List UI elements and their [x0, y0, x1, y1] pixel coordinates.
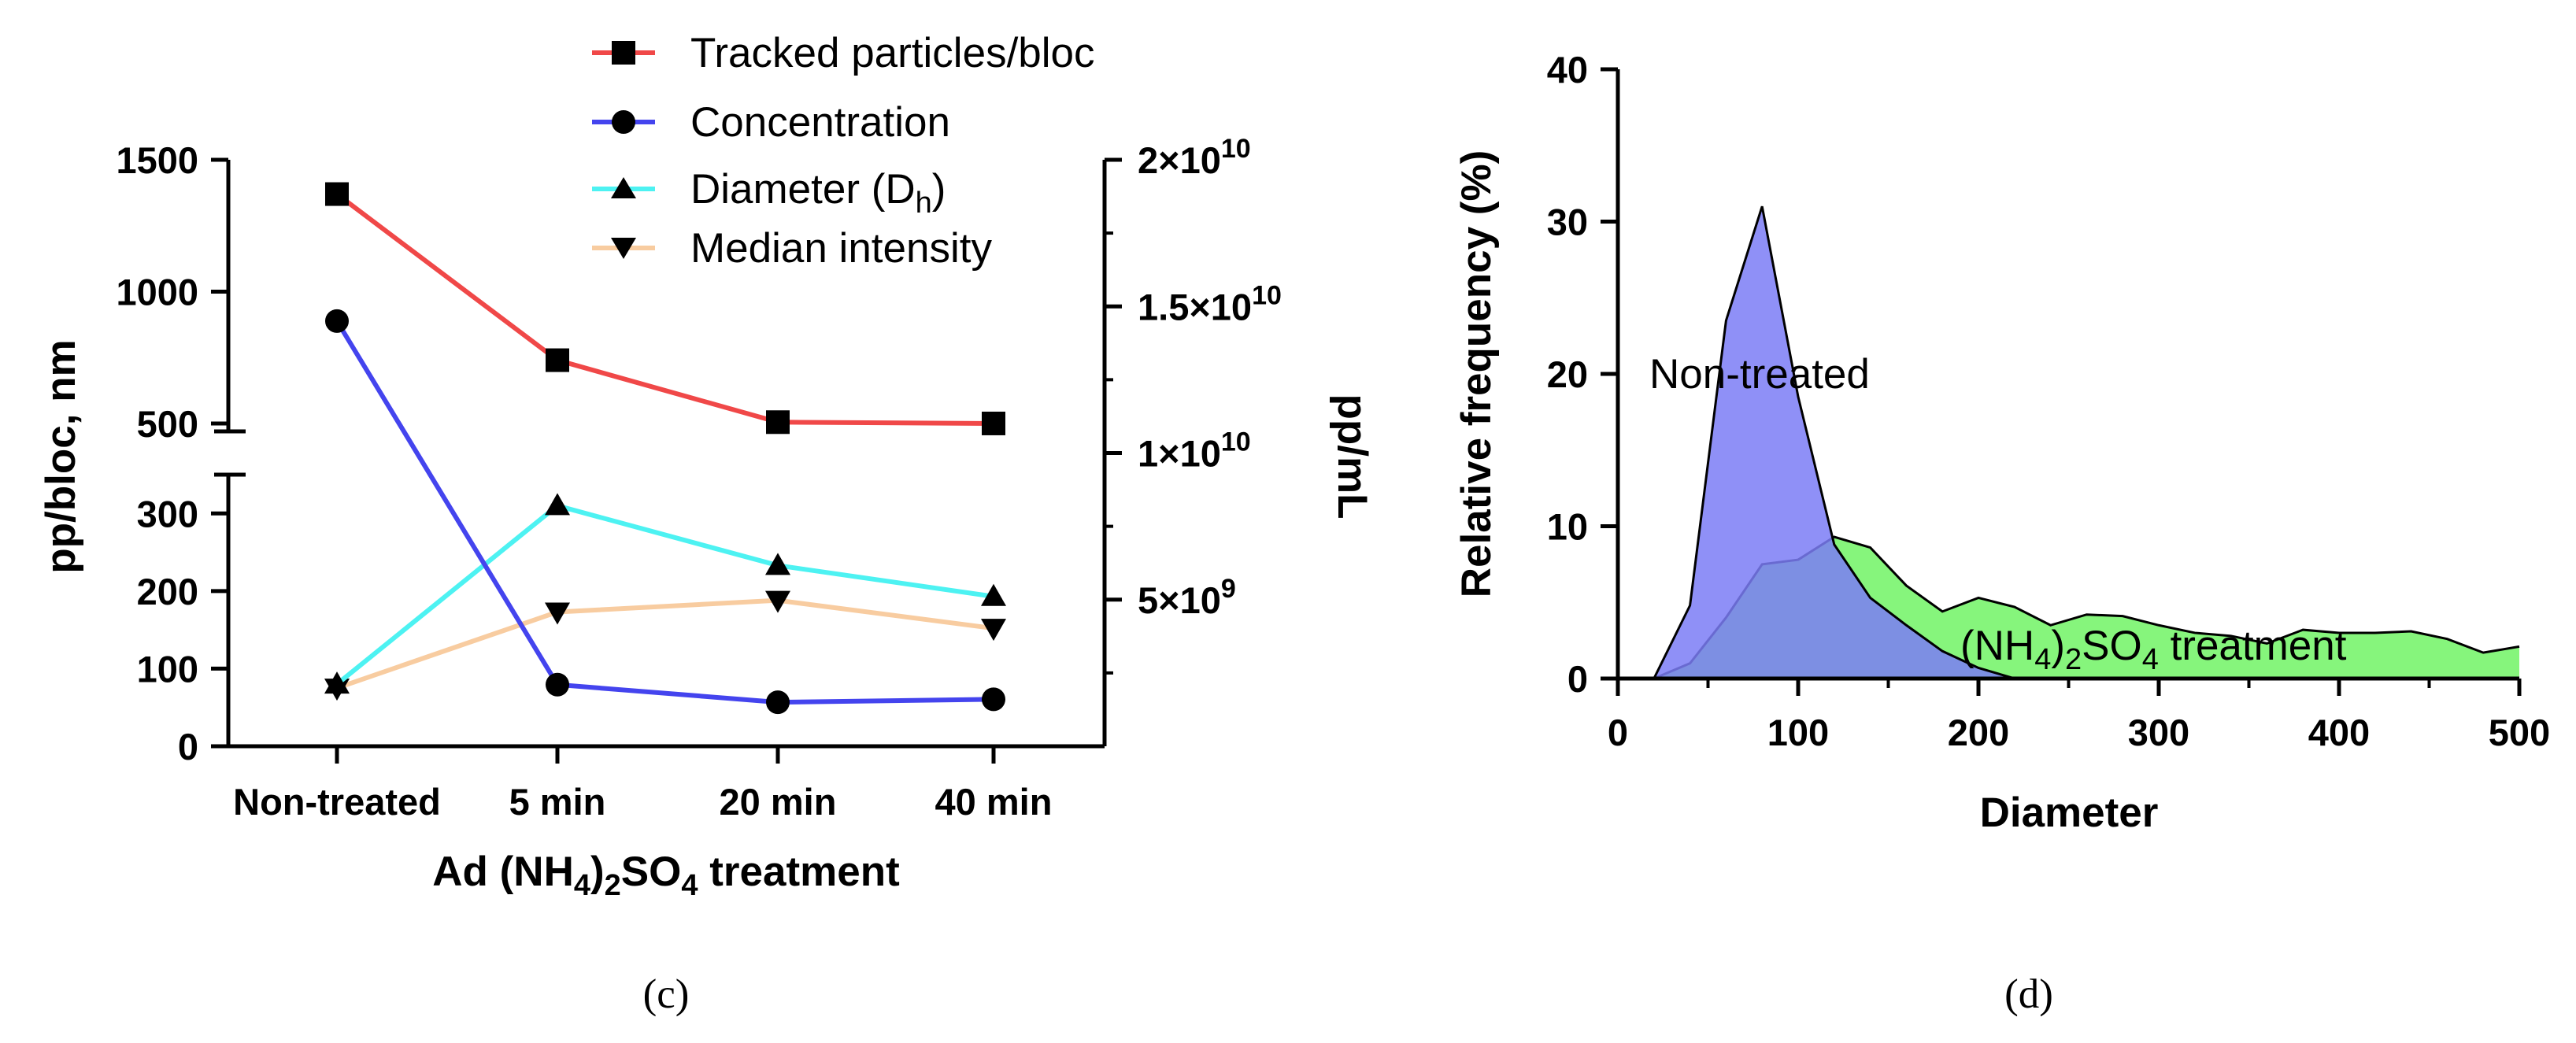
- series-line-square: [335, 192, 994, 426]
- tick-label: 40: [1547, 49, 1588, 91]
- x-axis-title: Ad (NH4)2SO4 treatment: [432, 849, 899, 902]
- data-point-triangle-down: [545, 602, 570, 625]
- series-line-circle: [335, 320, 994, 705]
- data-point-triangle-down: [765, 590, 790, 613]
- data-point-triangle-up: [324, 671, 350, 694]
- legend-entry-median-intensity: Median intensity: [592, 225, 992, 272]
- tick-label: 20 min: [720, 781, 837, 823]
- legend-label: Tracked particles/bloc: [690, 30, 1095, 76]
- area-series-group: [1653, 205, 2520, 680]
- data-point-circle: [982, 687, 1005, 712]
- data-point-triangle-up: [765, 553, 790, 575]
- legend-entry-diameter: Diameter (Dh): [592, 166, 946, 220]
- tick-label: 500: [2489, 712, 2550, 753]
- tick-label: 0: [1567, 658, 1588, 700]
- tick-label: 300: [2128, 712, 2189, 753]
- tick-label: 300: [137, 493, 198, 534]
- annotation-treated: (NH4)2SO4 treatment: [1960, 623, 2347, 676]
- tick-label: 0: [178, 726, 198, 767]
- tick-label: Non-treated: [233, 781, 441, 823]
- legend-entry-tracked-particles: Tracked particles/bloc: [592, 30, 1095, 76]
- tick-label: 20: [1547, 353, 1588, 395]
- tick-label: 40 min: [935, 781, 1053, 823]
- tick-label: 200: [1948, 712, 2009, 753]
- tick-label: 1×1010: [1138, 427, 1251, 475]
- left-axis-ticks: 0 100 200 300 500 1000 1500: [116, 139, 228, 767]
- tick-label: 200: [137, 571, 198, 612]
- data-point-triangle-up: [981, 583, 1006, 606]
- legend-label: Median intensity: [690, 225, 992, 272]
- tick-label: 2×1010: [1138, 134, 1251, 181]
- series-line-triangle-up: [335, 503, 994, 686]
- tick-label: 1.5×1010: [1138, 280, 1282, 327]
- tick-label: 100: [137, 648, 198, 690]
- panel-label-d: (d): [2004, 971, 2053, 1017]
- y-axis-title: Relative frequency (%): [1453, 150, 1500, 597]
- x-axis-ticks: Non-treated 5 min 20 min 40 min: [233, 746, 1052, 823]
- tick-label: 5×109: [1138, 574, 1236, 621]
- y-axis-title-left: pp/bloc, nm: [38, 339, 84, 573]
- series-group: [324, 182, 1006, 715]
- tick-label: 0: [1608, 712, 1628, 753]
- data-point-square: [546, 348, 569, 372]
- annotation-non-treated: Non-treated: [1649, 351, 1870, 398]
- right-axis-ticks: 5×109 1×1010 1.5×1010 2×1010: [1105, 134, 1282, 675]
- legend-label: Diameter (Dh): [690, 166, 946, 220]
- legend: Tracked particles/bloc Concentration Dia…: [592, 30, 1095, 272]
- tick-label: 400: [2308, 712, 2370, 753]
- panel-c-chart: Tracked particles/bloc Concentration Dia…: [38, 30, 1375, 1017]
- x-axis-title: Diameter: [1980, 790, 2159, 836]
- tick-label: 100: [1767, 712, 1829, 753]
- data-point-square: [325, 182, 349, 206]
- data-point-circle: [546, 672, 569, 697]
- legend-label: Concentration: [690, 99, 950, 146]
- tick-label: 1000: [116, 271, 198, 313]
- data-point-triangle-up: [545, 493, 570, 516]
- data-point-circle: [325, 309, 349, 333]
- tick-label: 30: [1547, 202, 1588, 243]
- data-point-triangle-down: [981, 619, 1006, 642]
- tick-label: 1500: [116, 139, 198, 181]
- data-point-square: [766, 410, 790, 435]
- area-fill-1: [1653, 206, 2015, 679]
- panel-d-chart: 0 100 200 300 400 500 0 10 20 30 40 Relative frequ…: [1453, 49, 2550, 1017]
- tick-label: 500: [137, 403, 198, 445]
- area-outline-1: [1653, 205, 2015, 680]
- data-point-circle: [766, 690, 790, 715]
- tick-label: 10: [1547, 506, 1588, 548]
- legend-entry-concentration: Concentration: [592, 99, 950, 146]
- series-line-triangle-down: [336, 597, 994, 690]
- panel-label-c: (c): [643, 971, 690, 1017]
- data-point-square: [982, 411, 1005, 435]
- axis-ticks: 0 100 200 300 400 500 0 10 20 30 40: [1547, 49, 2550, 753]
- tick-label: 5 min: [509, 781, 606, 823]
- y-axis-title-right: pp/mL: [1329, 394, 1375, 520]
